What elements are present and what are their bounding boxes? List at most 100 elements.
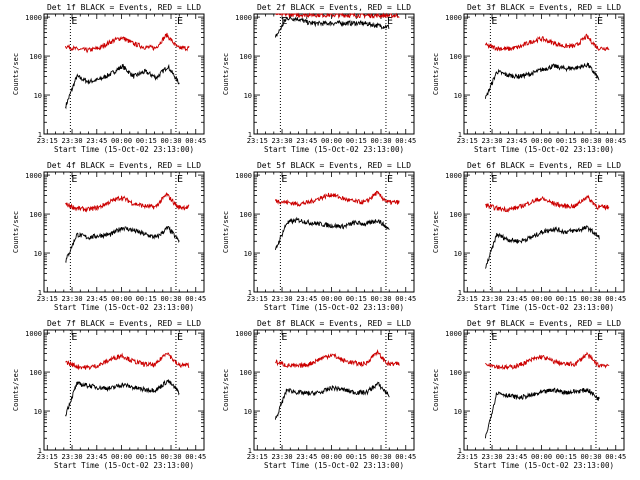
x-tick-label: 23:15 xyxy=(247,137,268,145)
x-tick-label: 00:45 xyxy=(185,295,206,303)
y-tick-label: 1 xyxy=(458,131,462,139)
plot-3: Det 3f BLACK = Events, RED = LLD 1 10 100 10… xyxy=(432,3,626,154)
marker-label: E xyxy=(491,174,497,185)
x-tick-label: 00:00 xyxy=(111,453,132,461)
x-tick-label: 23:45 xyxy=(506,295,527,303)
x-tick-label: 00:00 xyxy=(321,453,342,461)
plot-frame xyxy=(43,329,205,451)
x-tick-label: 23:45 xyxy=(86,137,107,145)
lld-series-line xyxy=(64,32,190,54)
y-tick-label: 1000 xyxy=(235,330,252,338)
x-tick-label: 00:45 xyxy=(185,453,206,461)
lld-series-line xyxy=(65,192,190,213)
y-axis-title: Counts/sec xyxy=(222,211,230,253)
events-series-line xyxy=(65,379,180,417)
y-tick-label: 100 xyxy=(239,53,252,61)
y-tick-label: 10 xyxy=(454,408,462,416)
x-tick-label: 23:30 xyxy=(482,295,503,303)
y-axis-title: Counts/sec xyxy=(432,53,440,95)
plot-title: Det 9f BLACK = Events, RED = LLD xyxy=(467,319,621,328)
events-series-line xyxy=(65,225,180,263)
y-tick-label: 1000 xyxy=(445,14,462,22)
x-tick-label: 00:30 xyxy=(580,453,601,461)
plot-title: Det 3f BLACK = Events, RED = LLD xyxy=(467,3,621,12)
x-tick-label: 00:15 xyxy=(556,137,577,145)
x-axis-title: Start Time (15-Oct-02 23:13:00) xyxy=(264,145,404,154)
lld-series-line xyxy=(485,351,610,371)
y-axis-title: Counts/sec xyxy=(432,211,440,253)
x-tick-label: 00:45 xyxy=(395,295,416,303)
x-tick-label: 00:30 xyxy=(160,137,181,145)
plot-title: Det 5f BLACK = Events, RED = LLD xyxy=(257,161,411,170)
marker-label: E xyxy=(387,174,393,185)
x-tick-label: 00:15 xyxy=(346,137,367,145)
x-tick-label: 00:30 xyxy=(370,295,391,303)
x-tick-label: 23:30 xyxy=(482,137,503,145)
x-tick-label: 00:15 xyxy=(556,453,577,461)
x-axis-title: Start Time (15-Oct-02 23:13:00) xyxy=(54,145,194,154)
x-tick-label: 00:15 xyxy=(556,295,577,303)
events-series-line xyxy=(485,225,600,269)
x-tick-label: 00:15 xyxy=(136,453,157,461)
x-tick-label: 00:30 xyxy=(370,137,391,145)
plot-frame xyxy=(463,13,625,135)
lld-series-line xyxy=(275,348,400,369)
x-tick-label: 23:30 xyxy=(272,295,293,303)
x-tick-label: 23:30 xyxy=(272,137,293,145)
lld-series-line xyxy=(484,33,610,52)
x-tick-label: 23:45 xyxy=(86,295,107,303)
y-tick-label: 10 xyxy=(244,250,252,258)
marker-label: E xyxy=(177,16,183,27)
plot-2: Det 2f BLACK = Events, RED = LLD 1 10 100 10… xyxy=(222,3,416,154)
marker-label: E xyxy=(491,332,497,343)
marker-label: E xyxy=(597,174,603,185)
plot-frame xyxy=(43,171,205,293)
plot-frame xyxy=(253,329,415,451)
y-tick-label: 1 xyxy=(458,289,462,297)
x-axis-title: Start Time (15-Oct-02 23:13:00) xyxy=(54,461,194,470)
x-tick-label: 00:00 xyxy=(531,453,552,461)
plot-title: Det 8f BLACK = Events, RED = LLD xyxy=(257,319,411,328)
y-axis-title: Counts/sec xyxy=(12,53,20,95)
x-axis-title: Start Time (15-Oct-02 23:13:00) xyxy=(264,461,404,470)
marker-label: E xyxy=(71,174,77,185)
x-tick-label: 23:15 xyxy=(457,453,478,461)
lld-series-line xyxy=(274,190,400,207)
x-tick-label: 23:30 xyxy=(62,137,83,145)
x-tick-label: 23:30 xyxy=(272,453,293,461)
y-axis-title: Counts/sec xyxy=(12,369,20,411)
y-tick-label: 1000 xyxy=(445,172,462,180)
x-axis-title: Start Time (15-Oct-02 23:13:00) xyxy=(474,145,614,154)
lld-series-line xyxy=(65,352,190,371)
y-tick-label: 100 xyxy=(29,53,42,61)
y-tick-label: 10 xyxy=(244,92,252,100)
y-axis-title: Counts/sec xyxy=(432,369,440,411)
x-tick-label: 00:30 xyxy=(370,453,391,461)
y-tick-label: 10 xyxy=(244,408,252,416)
x-tick-label: 23:45 xyxy=(506,137,527,145)
y-tick-label: 10 xyxy=(34,250,42,258)
plot-frame xyxy=(43,13,205,135)
y-tick-label: 100 xyxy=(449,53,462,61)
x-tick-label: 23:45 xyxy=(506,453,527,461)
x-tick-label: 00:30 xyxy=(580,137,601,145)
x-tick-label: 23:45 xyxy=(296,137,317,145)
y-tick-label: 1 xyxy=(38,289,42,297)
events-series-line xyxy=(484,387,600,439)
plot-5: Det 5f BLACK = Events, RED = LLD 1 10 100 10… xyxy=(222,161,416,312)
plot-title: Det 2f BLACK = Events, RED = LLD xyxy=(257,3,411,12)
plot-frame xyxy=(463,171,625,293)
y-tick-label: 1 xyxy=(248,447,252,455)
y-tick-label: 100 xyxy=(29,369,42,377)
x-tick-label: 00:45 xyxy=(395,137,416,145)
x-tick-label: 23:45 xyxy=(86,453,107,461)
x-tick-label: 00:30 xyxy=(160,295,181,303)
x-tick-label: 00:45 xyxy=(605,137,626,145)
x-tick-label: 00:45 xyxy=(605,453,626,461)
x-tick-label: 23:15 xyxy=(247,295,268,303)
marker-label: E xyxy=(71,332,77,343)
lld-series-line xyxy=(275,12,400,20)
marker-label: E xyxy=(71,16,77,27)
x-tick-label: 23:45 xyxy=(296,453,317,461)
